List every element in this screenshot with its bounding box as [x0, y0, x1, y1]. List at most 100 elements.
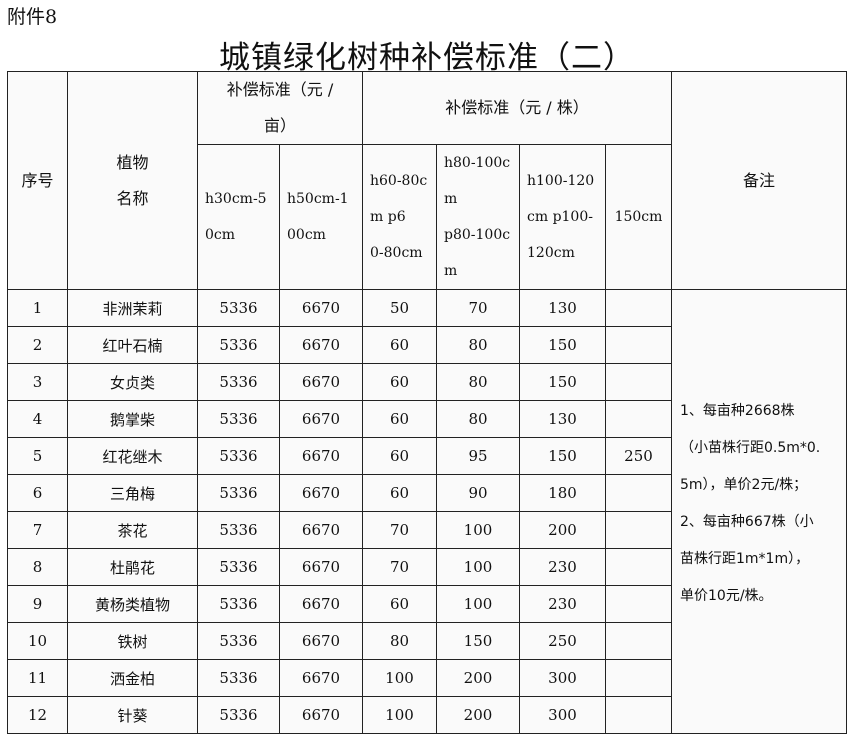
table-cell: 70	[362, 511, 437, 549]
table-cell: 130	[519, 289, 606, 327]
table-cell: 红叶石楠	[67, 326, 198, 364]
table-cell: 6670	[279, 696, 363, 734]
table-cell: 80	[436, 400, 520, 438]
table-cell: 2	[7, 326, 68, 364]
header-per-mu-line: 补偿标准（元 /	[226, 80, 334, 99]
header-size-line: h50cm-1	[287, 191, 349, 207]
table-row: 8 杜鹃花 5336 6670 70 100 230	[7, 548, 847, 586]
table-cell: 70	[436, 289, 520, 327]
table-cell: 5336	[197, 326, 280, 364]
table-cell: 1	[7, 289, 68, 327]
header-per-plant: 补偿标准（元 / 株）	[362, 71, 672, 145]
table-cell: 三角梅	[67, 474, 198, 512]
table-cell: 250	[519, 622, 606, 660]
header-plant-line: 名称	[116, 188, 149, 208]
table-cell	[605, 400, 672, 438]
table-cell: 60	[362, 400, 437, 438]
table-cell: 针葵	[67, 696, 198, 734]
table-cell: 6670	[279, 474, 363, 512]
table-cell: 铁树	[67, 622, 198, 660]
remarks-cell: 1、每亩种2668株 （小苗株行距0.5m*0. 5m），单价2元/株； 2、每亩种6…	[671, 289, 847, 734]
header-size-2: h50cm-1 00cm	[279, 144, 363, 290]
header-size-line: 150cm	[614, 209, 663, 225]
compensation-table: 序号 植物 名称 补偿标准（元 / 亩） 补偿标准（元 / 株） 备注 h30cm-…	[7, 71, 847, 734]
table-cell: 6	[7, 474, 68, 512]
table-cell: 60	[362, 474, 437, 512]
table-cell: 60	[362, 585, 437, 623]
remark-line: （小苗株行距0.5m*0.	[680, 440, 821, 456]
header-size-line: 0-80cm	[370, 245, 423, 261]
table-cell: 12	[7, 696, 68, 734]
table-cell	[605, 622, 672, 660]
table-cell: 230	[519, 548, 606, 586]
table-cell: 200	[519, 511, 606, 549]
table-row: 6 三角梅 5336 6670 60 90 180	[7, 474, 847, 512]
table-cell: 60	[362, 437, 437, 475]
header-size-line: m	[444, 191, 458, 207]
table-cell	[605, 548, 672, 586]
table-cell: 150	[519, 437, 606, 475]
remark-line: 单价10元/株。	[680, 588, 773, 604]
table-cell: 5336	[197, 659, 280, 697]
header-size-line: h60-80c	[370, 173, 428, 189]
header-size-line: 0cm	[205, 227, 236, 243]
table-cell: 50	[362, 289, 437, 327]
table-cell: 100	[436, 548, 520, 586]
table-cell: 6670	[279, 400, 363, 438]
table-row: 9 黄杨类植物 5336 6670 60 100 230	[7, 585, 847, 623]
table-cell: 非洲茉莉	[67, 289, 198, 327]
header-size-1: h30cm-5 0cm	[197, 144, 280, 290]
table-cell: 230	[519, 585, 606, 623]
table-cell: 70	[362, 548, 437, 586]
table-cell: 6670	[279, 363, 363, 401]
table-cell: 洒金柏	[67, 659, 198, 697]
table-cell: 鹅掌柴	[67, 400, 198, 438]
page-title: 城镇绿化树种补偿标准（二）	[219, 40, 635, 76]
table-cell: 11	[7, 659, 68, 697]
table-cell: 5336	[197, 622, 280, 660]
table-cell: 150	[519, 326, 606, 364]
table-cell: 6670	[279, 622, 363, 660]
table-cell: 130	[519, 400, 606, 438]
table-row: 1 非洲茉莉 5336 6670 50 70 130 1、每亩种2668株 （小苗株行距0.5m…	[7, 289, 847, 734]
table-cell	[605, 474, 672, 512]
table-cell: 60	[362, 363, 437, 401]
header-size-line: cm p100-	[527, 209, 593, 225]
header-seq: 序号	[7, 71, 68, 290]
table-cell: 5336	[197, 363, 280, 401]
table-cell: 5336	[197, 696, 280, 734]
table-cell: 红花继木	[67, 437, 198, 475]
header-size-5: h100-120 cm p100- 120cm	[519, 144, 606, 290]
header-size-line: p80-100c	[444, 227, 511, 243]
table-cell: 200	[436, 659, 520, 697]
table-cell: 5336	[197, 585, 280, 623]
table-cell: 女贞类	[67, 363, 198, 401]
table-cell: 6670	[279, 548, 363, 586]
table-cell: 3	[7, 363, 68, 401]
table-cell: 5336	[197, 437, 280, 475]
table-cell: 4	[7, 400, 68, 438]
table-cell: 100	[362, 696, 437, 734]
table-cell: 8	[7, 548, 68, 586]
header-size-line: m p6	[370, 209, 406, 225]
table-cell: 9	[7, 585, 68, 623]
table-cell: 80	[436, 326, 520, 364]
remark-line: 1、每亩种2668株	[680, 403, 795, 419]
header-size-line: 00cm	[287, 227, 326, 243]
table-cell: 100	[436, 585, 520, 623]
table-cell: 180	[519, 474, 606, 512]
table-cell: 5336	[197, 400, 280, 438]
table-cell: 80	[362, 622, 437, 660]
table-cell: 5336	[197, 474, 280, 512]
table-cell: 60	[362, 326, 437, 364]
table-cell: 6670	[279, 289, 363, 327]
remark-line: 2、每亩种667株（小	[680, 514, 814, 530]
header-per-mu-line: 亩）	[263, 116, 296, 135]
table-row: 12 针葵 5336 6670 100 200 300	[7, 696, 847, 734]
table-cell: 6670	[279, 326, 363, 364]
table-cell: 7	[7, 511, 68, 549]
header-size-line: h100-120	[527, 173, 595, 189]
table-cell: 300	[519, 659, 606, 697]
table-cell: 10	[7, 622, 68, 660]
table-row: 11 洒金柏 5336 6670 100 200 300	[7, 659, 847, 697]
